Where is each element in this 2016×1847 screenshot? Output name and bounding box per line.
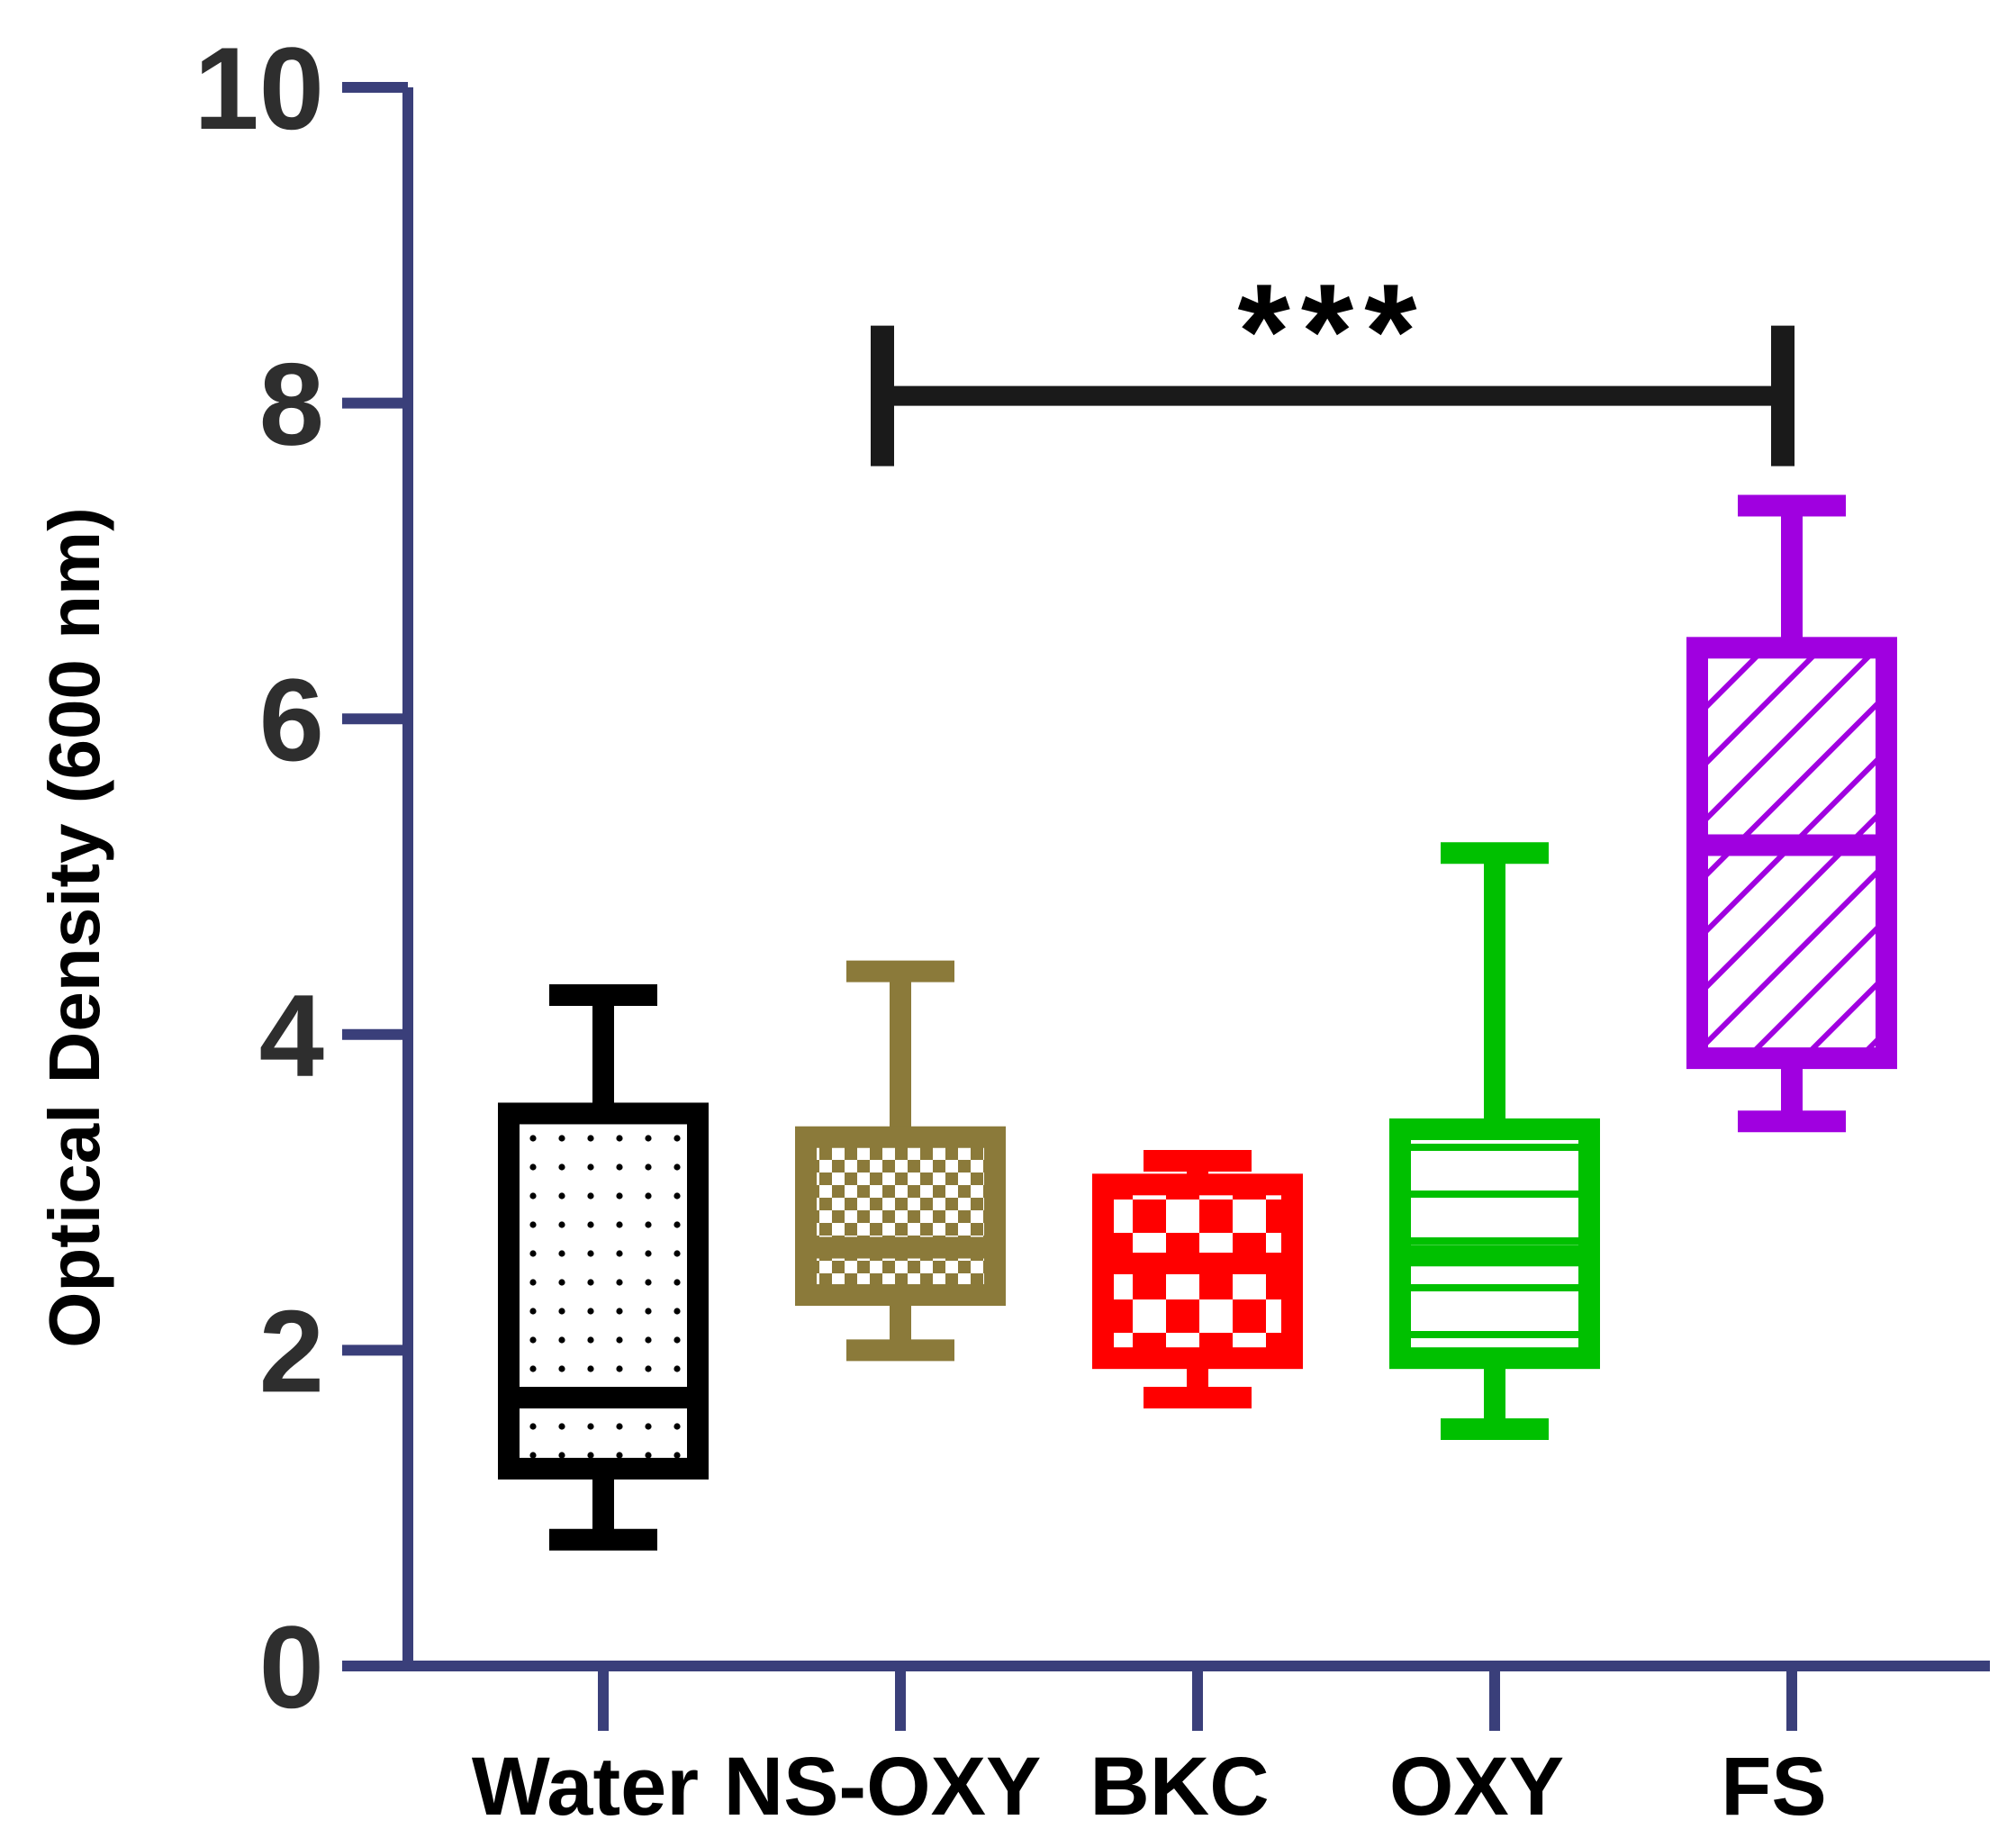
box-water [498, 983, 709, 1551]
box-outline-oxy [1389, 1118, 1600, 1370]
box-pattern-oxy [1400, 1128, 1589, 1359]
y-axis-title: Optical Density (600 nm) [34, 507, 114, 1348]
box-oxy [1389, 842, 1600, 1441]
x-tick-label-oxy: OXY [1389, 1741, 1564, 1833]
y-tick-label-4: 4 [259, 970, 324, 1101]
significance-label: *** [1237, 256, 1427, 407]
box-bkc [1092, 1150, 1303, 1408]
y-tick-label-2: 2 [259, 1285, 324, 1417]
y-tick-label-0: 0 [259, 1601, 324, 1733]
x-tick-label-fs: FS [1721, 1741, 1827, 1833]
significance-bracket: *** [871, 256, 1795, 466]
box-pattern-water [509, 1113, 698, 1469]
box-outline-ns-oxy [795, 1126, 1006, 1307]
box-outline-water [498, 1102, 709, 1480]
x-tick-label-bkc: BKC [1089, 1741, 1269, 1833]
axes: 0 2 4 6 8 10 Water NS-OXY BKC OXY FS [194, 23, 1990, 1833]
boxes [498, 494, 1897, 1551]
y-tick-label-8: 8 [259, 339, 324, 470]
box-fs [1686, 494, 1897, 1133]
annotations: *** [871, 256, 1795, 466]
x-tick-label-water: Water [472, 1741, 699, 1833]
box-ns-oxy [795, 960, 1006, 1362]
box-pattern-ns-oxy [806, 1136, 995, 1296]
y-tick-label-10: 10 [194, 23, 324, 154]
y-tick-label-6: 6 [259, 654, 324, 785]
x-tick-label-ns-oxy: NS-OXY [724, 1741, 1042, 1833]
